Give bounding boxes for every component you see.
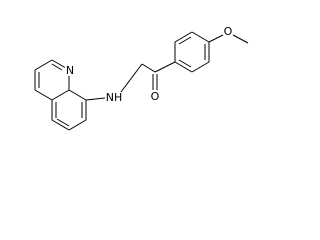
atom-label: NH bbox=[106, 91, 123, 104]
atom-label: N bbox=[66, 64, 74, 77]
atom-label: O bbox=[151, 90, 160, 103]
atom-label: O bbox=[224, 25, 233, 38]
structure: N NH O O bbox=[34, 25, 249, 131]
bonds bbox=[34, 31, 249, 131]
